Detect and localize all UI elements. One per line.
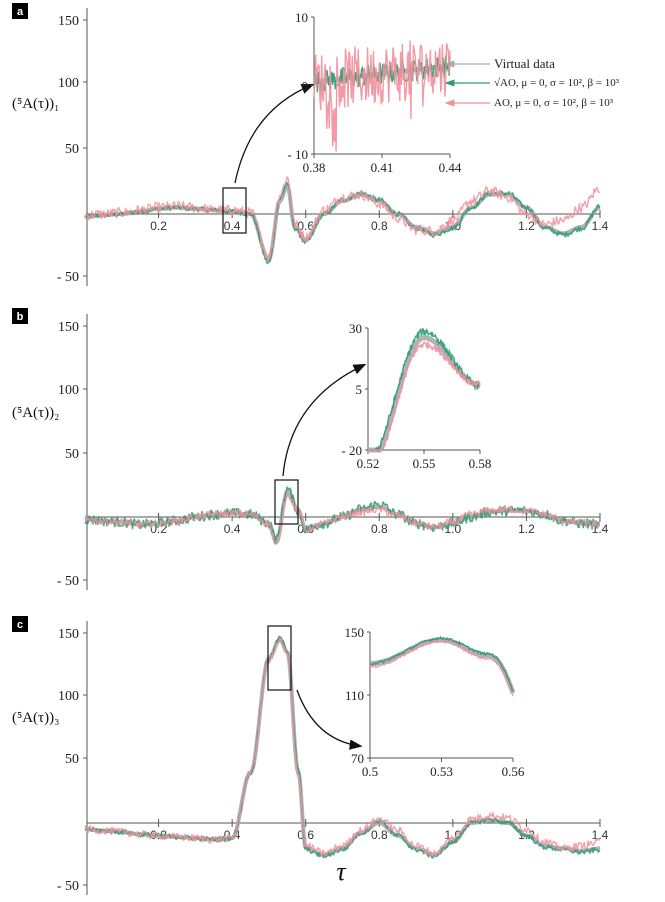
x-tick-label: 1.4 [592, 219, 609, 233]
series-ao [84, 491, 601, 544]
y-tick-label: 100 [58, 76, 79, 91]
zoom-arrow [282, 363, 367, 477]
inset-series-ao [368, 341, 481, 451]
inset-x-tick-label: 0.56 [502, 764, 525, 779]
inset-y-tick-label: 30 [349, 321, 362, 336]
x-tick-label: 0.8 [371, 522, 388, 536]
legend-entry: AO, μ = 0, σ = 10², β = 10³ [494, 97, 614, 109]
inset-series-ao [313, 40, 451, 152]
inset-y-tick-label: 0 [302, 79, 309, 94]
inset-x-tick-label: 0.38 [303, 160, 326, 175]
x-tick-label: 0.2 [150, 219, 167, 233]
inset-x-tick-label: 0.55 [413, 456, 436, 471]
y-axis-label: (⁵A(τ))₂ [12, 405, 59, 421]
x-axis-label: τ [336, 857, 347, 886]
y-tick-label: 50 [65, 447, 79, 462]
panel-label: b [17, 311, 24, 323]
panel-badge [12, 616, 28, 632]
inset-series-sqrt-ao [368, 327, 481, 453]
legend-entry: Virtual data [494, 56, 555, 71]
panel-label: a [17, 6, 24, 18]
y-tick-label: - 50 [57, 574, 79, 589]
inset-series-sqrt-ao [369, 635, 514, 692]
y-axis-label: (⁵A(τ))₃ [12, 710, 59, 726]
y-tick-label: 150 [58, 14, 79, 29]
x-tick-label: 1.2 [518, 219, 535, 233]
inset-x-tick-label: 0.5 [362, 764, 378, 779]
inset-y-tick-label: 70 [351, 751, 364, 766]
zoom-box [222, 187, 247, 234]
zoom-arrow [296, 689, 363, 750]
panel-badge [12, 3, 28, 19]
inset-x-tick-label: 0.41 [371, 160, 394, 175]
x-tick-label: 1.2 [518, 522, 535, 536]
y-tick-label: 150 [58, 320, 79, 335]
inset-y-tick-label: 110 [345, 688, 364, 703]
y-tick-label: - 50 [57, 270, 79, 285]
x-tick-label: 0.4 [224, 219, 241, 233]
inset-b: - 20 5 30 0.52 0.55 0.58 [341, 321, 491, 471]
y-tick-label: 50 [65, 752, 79, 767]
x-tick-label: 0.6 [297, 219, 314, 233]
zoom-arrow [234, 84, 315, 184]
inset-x-tick-label: 0.44 [439, 160, 462, 175]
inset-x-tick-label: 0.58 [469, 456, 492, 471]
x-tick-label: 0.8 [371, 219, 388, 233]
series-virtual-data [84, 637, 601, 857]
inset-y-tick-label: - 20 [341, 443, 362, 458]
inset-series-virtual-data [370, 637, 516, 694]
series-ao [84, 637, 601, 857]
inset-a: - 10 0 10 0.38 0.41 0.44 Virtual data √AO, μ = … [287, 10, 619, 175]
zoom-box [267, 625, 292, 691]
y-axis-label: (⁵A(τ))₁ [12, 96, 59, 112]
inset-y-tick-label: 150 [345, 625, 365, 640]
y-tick-label: 50 [65, 142, 79, 157]
legend-entry: √AO, μ = 0, σ = 10², β = 10³ [494, 77, 620, 89]
series-sqrt-ao [84, 635, 601, 859]
inset-x-tick-label: 0.53 [430, 764, 453, 779]
y-tick-label: 100 [58, 383, 79, 398]
x-tick-label: 0.4 [224, 522, 241, 536]
y-tick-label: 100 [58, 689, 79, 704]
series-ao [84, 176, 601, 262]
inset-x-tick-label: 0.52 [357, 456, 380, 471]
inset-c: 70 110 150 0.5 0.53 0.56 [345, 625, 525, 779]
inset-y-tick-label: 5 [356, 382, 363, 397]
inset-y-tick-label: 10 [295, 10, 308, 25]
panel-badge [12, 308, 28, 324]
inset-y-tick-label: - 10 [287, 147, 308, 162]
y-tick-label: 150 [58, 627, 79, 642]
y-tick-label: - 50 [57, 879, 79, 894]
panel-label: c [17, 619, 23, 631]
zoom-box [274, 479, 299, 525]
inset-series-virtual-data [368, 335, 480, 453]
inset-series-ao [369, 639, 514, 697]
x-tick-label: 0.8 [371, 828, 388, 842]
